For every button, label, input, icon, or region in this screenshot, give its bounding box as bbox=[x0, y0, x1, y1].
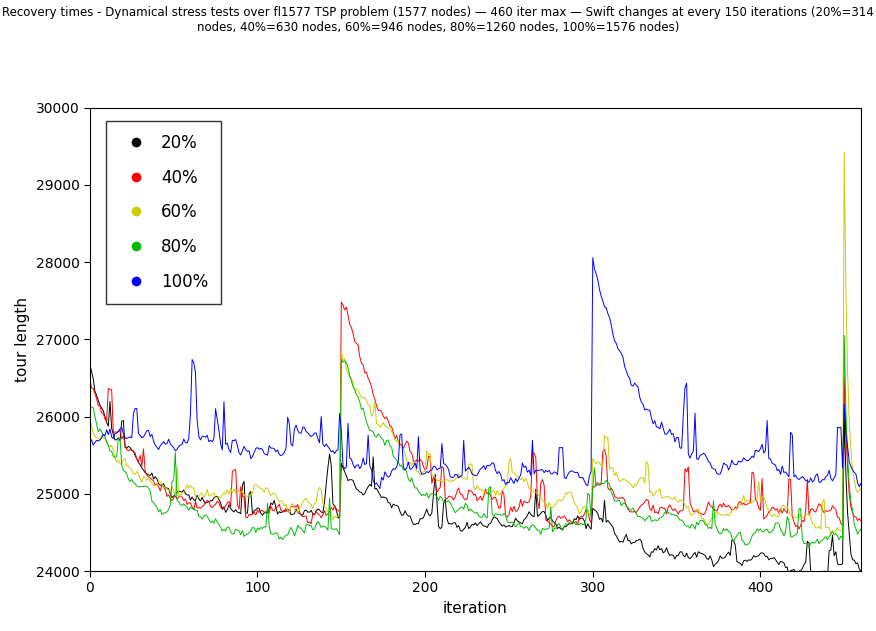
Y-axis label: tour length: tour length bbox=[15, 297, 30, 382]
Text: Recovery times - Dynamical stress tests over fl1577 TSP problem (1577 nodes) — 4: Recovery times - Dynamical stress tests … bbox=[2, 6, 874, 34]
Legend: 20%, 40%, 60%, 80%, 100%: 20%, 40%, 60%, 80%, 100% bbox=[106, 121, 222, 304]
X-axis label: iteration: iteration bbox=[443, 601, 508, 616]
